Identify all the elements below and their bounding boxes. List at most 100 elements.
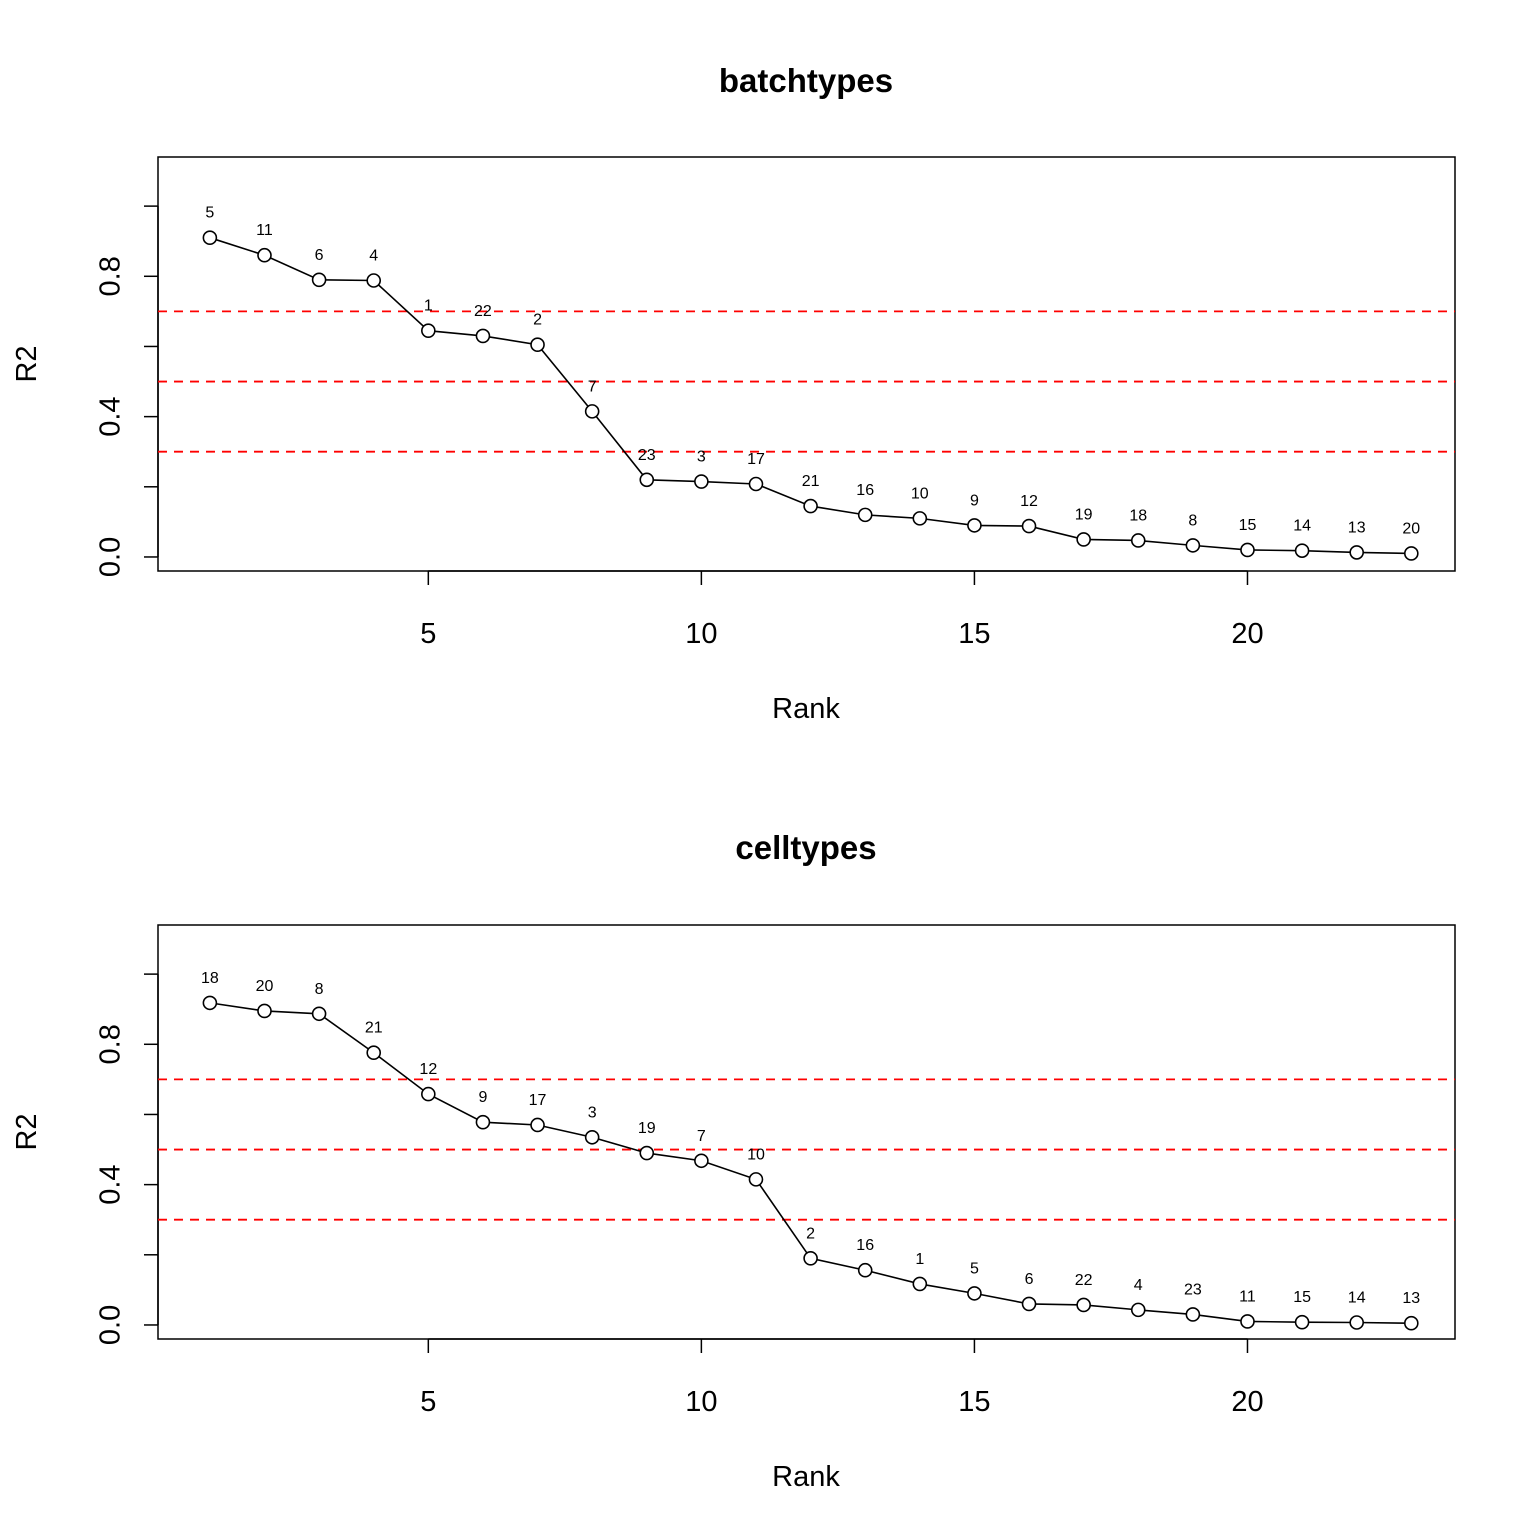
point-label: 10 xyxy=(747,1146,765,1163)
y-tick-label: 0.0 xyxy=(95,537,127,577)
point-label: 4 xyxy=(1134,1277,1143,1294)
data-point xyxy=(366,1045,382,1061)
point-label: 14 xyxy=(1348,1290,1366,1307)
data-point xyxy=(803,1251,818,1266)
point-label: 5 xyxy=(205,205,214,222)
point-label: 7 xyxy=(588,378,597,395)
x-tick-label: 20 xyxy=(1231,618,1263,650)
data-point xyxy=(584,1129,600,1145)
x-axis-label: Rank xyxy=(772,1461,840,1493)
data-point xyxy=(1130,1302,1146,1318)
y-tick-label: 0.4 xyxy=(95,396,127,436)
point-label: 8 xyxy=(315,981,324,998)
data-point xyxy=(202,230,218,245)
data-point xyxy=(1021,1296,1037,1312)
data-point xyxy=(1021,518,1037,534)
point-label: 2 xyxy=(533,312,542,329)
x-tick-label: 10 xyxy=(685,618,717,650)
y-axis-label: R2 xyxy=(11,345,43,382)
point-label: 16 xyxy=(856,1237,874,1254)
data-point xyxy=(530,337,545,353)
point-label: 4 xyxy=(369,247,378,264)
data-point xyxy=(857,507,873,523)
data-point xyxy=(912,1276,928,1292)
point-label: 17 xyxy=(529,1092,547,1109)
y-tick-label: 0.8 xyxy=(95,1024,127,1064)
y-tick-label: 0.8 xyxy=(95,256,127,296)
point-label: 15 xyxy=(1293,1289,1311,1306)
data-point xyxy=(1185,538,1201,553)
point-label: 9 xyxy=(478,1089,487,1106)
point-label: 21 xyxy=(802,473,820,490)
point-label: 13 xyxy=(1402,1290,1420,1307)
data-point xyxy=(967,518,982,533)
x-tick-label: 20 xyxy=(1231,1386,1263,1418)
data-point xyxy=(748,1172,764,1187)
data-point xyxy=(257,247,272,263)
point-label: 7 xyxy=(697,1128,706,1145)
data-point xyxy=(530,1117,545,1133)
point-label: 11 xyxy=(256,222,273,239)
data-point xyxy=(694,474,709,489)
data-point xyxy=(1130,533,1146,548)
data-point xyxy=(311,272,327,288)
y-tick-label: 0.0 xyxy=(95,1305,127,1345)
point-label: 23 xyxy=(1184,1281,1202,1298)
data-point xyxy=(1294,1314,1310,1330)
point-label: 12 xyxy=(1020,493,1038,510)
point-label: 10 xyxy=(911,485,929,502)
data-point xyxy=(639,472,655,488)
point-label: 5 xyxy=(970,1260,979,1277)
data-point xyxy=(1294,543,1310,558)
point-label: 20 xyxy=(256,978,274,995)
point-label: 18 xyxy=(201,970,219,987)
data-point xyxy=(311,1006,327,1022)
data-point xyxy=(257,1003,272,1019)
data-point xyxy=(803,498,818,514)
data-point xyxy=(1404,1315,1419,1331)
data-point xyxy=(1404,546,1419,561)
point-label: 20 xyxy=(1402,520,1420,537)
data-point xyxy=(694,1153,709,1169)
chart-title: batchtypes xyxy=(719,62,893,99)
data-point xyxy=(1076,1297,1091,1313)
data-point xyxy=(912,511,928,526)
x-tick-label: 15 xyxy=(958,1386,990,1418)
data-point xyxy=(421,323,436,338)
point-label: 19 xyxy=(638,1120,656,1137)
data-point xyxy=(1185,1307,1201,1322)
point-label: 22 xyxy=(474,303,492,320)
point-label: 22 xyxy=(1075,1272,1093,1289)
point-label: 9 xyxy=(970,492,979,509)
data-point xyxy=(1349,1315,1365,1330)
point-label: 1 xyxy=(915,1251,924,1268)
point-label: 16 xyxy=(856,482,874,499)
celltypes-panel: celltypes R2 Rank 5 10 15 200.00.40.818 20 82… xyxy=(11,829,1456,1493)
point-label: 6 xyxy=(315,247,324,264)
x-axis-label: Rank xyxy=(772,693,840,725)
point-label: 6 xyxy=(1025,1271,1034,1288)
point-label: 23 xyxy=(638,447,656,464)
data-point xyxy=(584,404,600,419)
point-label: 2 xyxy=(806,1225,815,1242)
point-label: 1 xyxy=(424,298,433,315)
point-label: 11 xyxy=(1239,1288,1256,1305)
x-tick-label: 10 xyxy=(685,1386,717,1418)
data-point xyxy=(475,1114,491,1130)
data-point xyxy=(748,476,764,492)
y-tick-label: 0.4 xyxy=(95,1164,127,1204)
point-label: 12 xyxy=(419,1061,437,1078)
data-point xyxy=(857,1262,873,1278)
data-point xyxy=(639,1145,655,1161)
point-label: 18 xyxy=(1129,507,1147,524)
point-label: 14 xyxy=(1293,518,1311,535)
x-tick-label: 5 xyxy=(420,1386,436,1418)
data-point xyxy=(1349,545,1365,560)
data-point xyxy=(1240,1314,1255,1329)
data-point xyxy=(967,1286,982,1301)
data-point xyxy=(1240,542,1255,558)
